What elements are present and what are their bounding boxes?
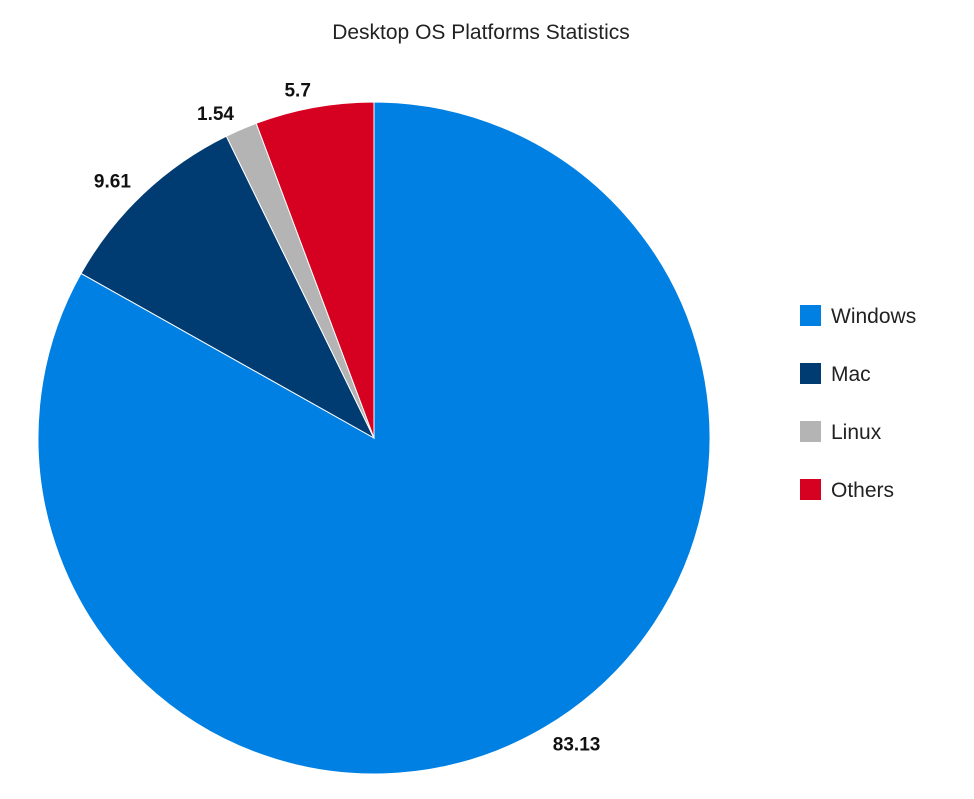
legend: Windows Mac Linux Others [800,305,916,502]
legend-label-others: Others [831,479,894,502]
legend-swatch-linux [800,421,821,442]
legend-label-windows: Windows [831,305,916,328]
pie-slice-others [255,101,375,439]
legend-swatch-windows [800,305,821,326]
pie-slices [37,101,711,775]
legend-label-mac: Mac [831,363,871,386]
slice-value-label-linux: 1.54 [197,104,234,125]
pie-slice-labels: 83.13 9.61 1.54 5.7 [94,81,600,756]
legend-swatch-mac [800,363,821,384]
pie-slice-mac [80,135,376,440]
slice-value-label-windows: 83.13 [553,735,601,756]
slice-value-label-mac: 9.61 [94,172,131,193]
legend-swatch-others [800,479,821,500]
chart-title: Desktop OS Platforms Statistics [332,21,630,44]
slice-value-label-others: 5.7 [284,81,310,102]
legend-label-linux: Linux [831,421,882,444]
